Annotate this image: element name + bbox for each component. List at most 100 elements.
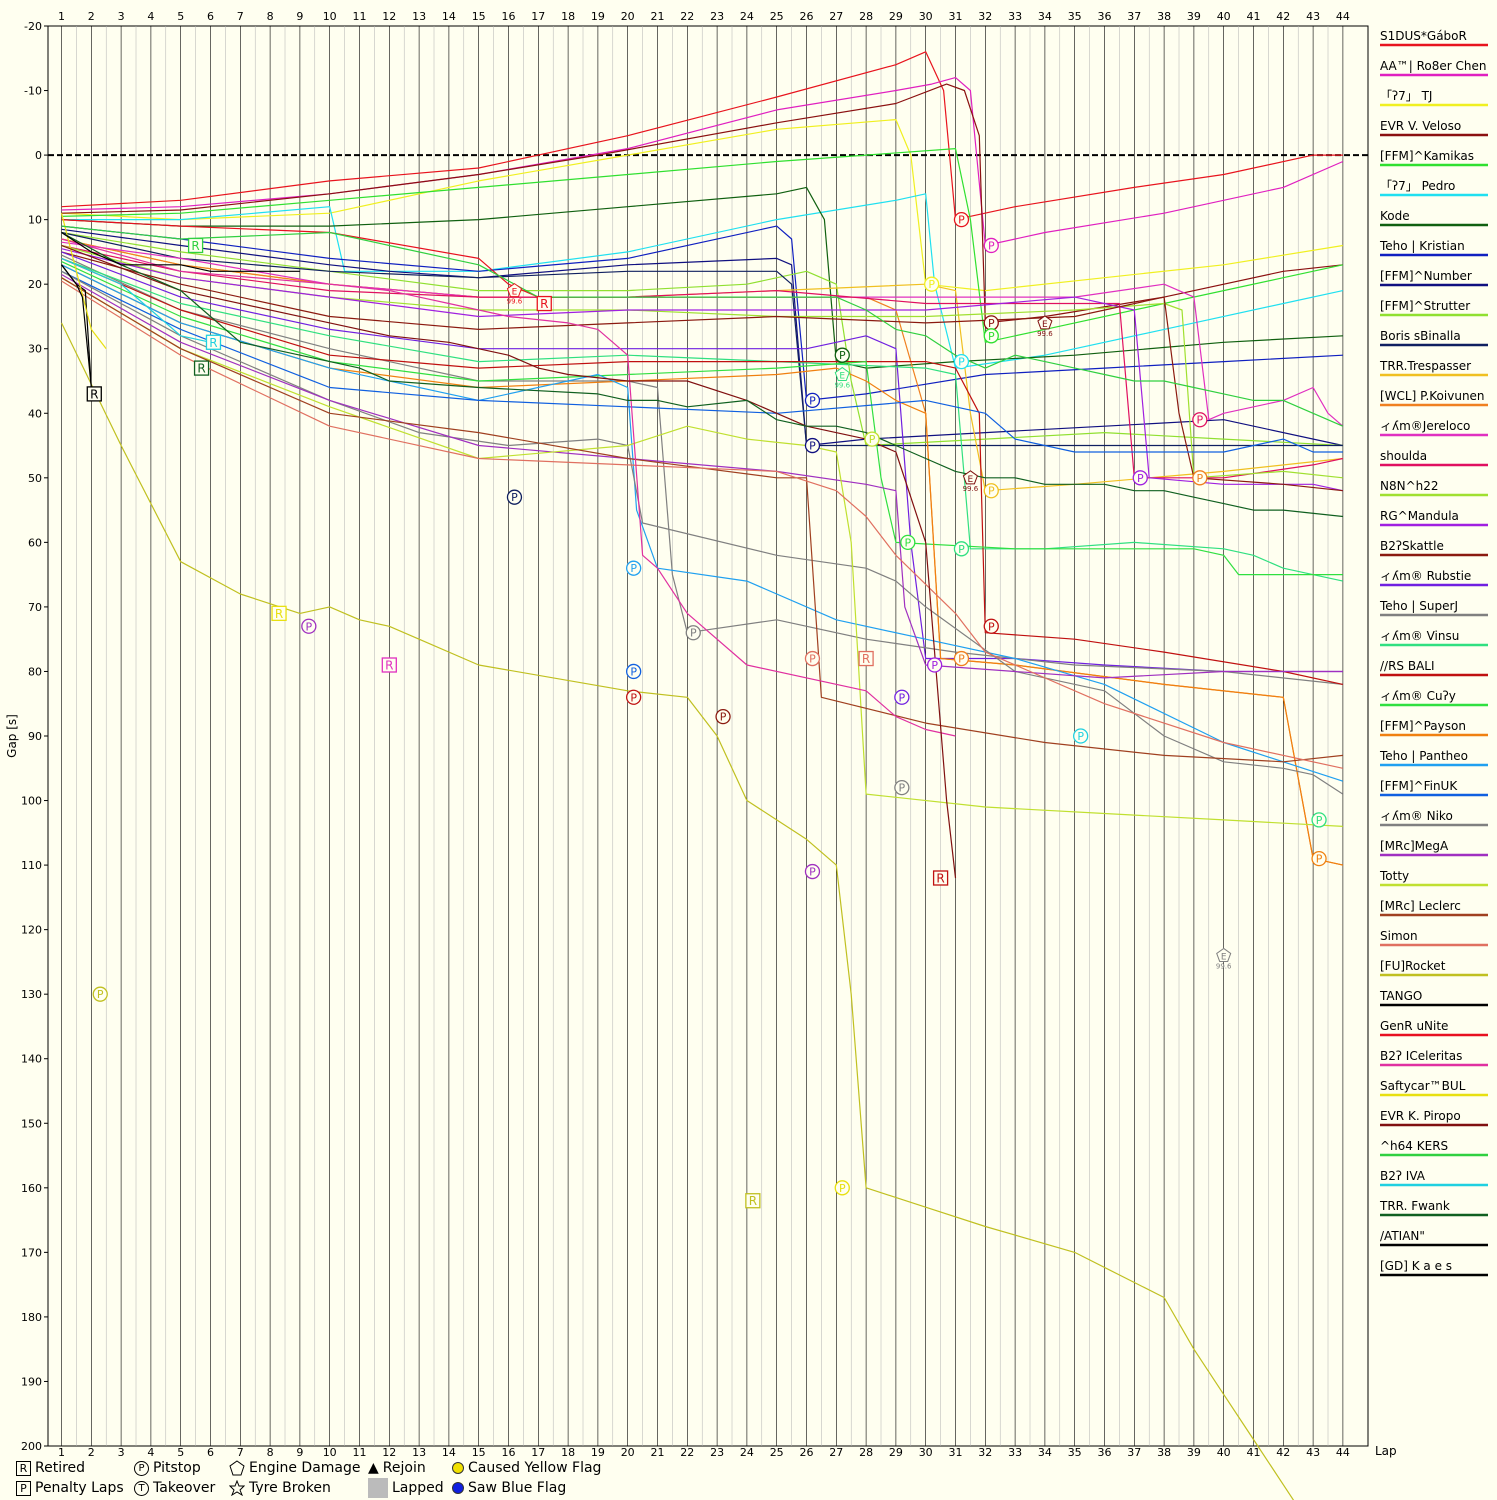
key-caused-yellow-flag-label: Caused Yellow Flag — [468, 1460, 602, 1476]
x-tick-label: 25 — [770, 10, 784, 23]
engine-damage-marker-label: E — [839, 372, 845, 382]
x-tick-label: 40 — [1217, 1446, 1231, 1459]
retired-marker-label: R — [749, 1194, 757, 1208]
engine-damage-marker-label: E — [968, 475, 974, 485]
x-tick-label: 2 — [88, 1446, 95, 1459]
legend-entry-label: [MRc] Leclerc — [1380, 899, 1461, 913]
x-tick-label: 38 — [1157, 1446, 1171, 1459]
x-tick-label: 30 — [919, 10, 933, 23]
series-line — [61, 148, 1344, 343]
y-tick-label: 20 — [28, 278, 42, 291]
pitstop-marker — [685, 625, 701, 641]
pitstop-marker-label: P — [988, 330, 995, 343]
engine-damage-marker-value: 99.6 — [834, 382, 850, 390]
retired-marker-label: R — [385, 659, 393, 673]
pitstop-marker-label: P — [1137, 472, 1144, 485]
x-tick-label: 23 — [710, 10, 724, 23]
key-rejoin: ▲ Rejoin — [368, 1460, 426, 1476]
y-tick-label: 80 — [28, 665, 42, 678]
series-line — [61, 248, 1344, 492]
pitstop-marker — [900, 534, 916, 551]
pitstop-marker — [715, 708, 731, 725]
pitstop-marker-label: P — [928, 278, 935, 291]
x-tick-label: 13 — [412, 1446, 426, 1459]
key-retired: R Retired — [16, 1460, 85, 1476]
series-line — [61, 264, 92, 388]
x-tick-label: 16 — [502, 1446, 516, 1459]
legend-entry-label: 「ʔ7」 TJ — [1380, 89, 1432, 103]
pitstop-marker — [1192, 412, 1208, 428]
series-line — [61, 51, 1343, 221]
pitstop-marker-label: P — [899, 691, 906, 704]
retired-marker-label: R — [936, 872, 944, 886]
series-line — [61, 241, 1344, 427]
legend-entry-label: /ATIAN" — [1380, 1229, 1425, 1243]
x-tick-label: 37 — [1127, 10, 1141, 23]
pitstop-marker-label: P — [931, 659, 938, 672]
retired-marker — [932, 870, 949, 886]
legend-entry-label: Teho | Pantheo — [1379, 749, 1468, 763]
engine-damage-icon — [229, 1460, 245, 1476]
x-tick-label: 4 — [147, 10, 154, 23]
retired-marker — [187, 237, 204, 254]
y-tick-label: 150 — [21, 1117, 42, 1130]
yellow-flag-icon — [452, 1462, 464, 1474]
series-lines — [60, 51, 1344, 1500]
y-tick-label: 190 — [21, 1375, 42, 1388]
engine-damage-marker — [834, 366, 850, 382]
legend-entry-label: Teho | Kristian — [1379, 239, 1465, 253]
pitstop-marker — [626, 560, 642, 576]
retired-marker — [381, 657, 397, 673]
x-tick-label: 10 — [323, 1446, 337, 1459]
pitstop-marker — [983, 328, 999, 344]
retired-marker-label: R — [275, 607, 283, 621]
series-line — [61, 186, 1343, 369]
retired-marker-label: R — [862, 652, 870, 666]
key-pitstop: P Pitstop — [134, 1460, 201, 1476]
key-penalty-laps-label: Penalty Laps — [35, 1480, 124, 1496]
y-tick-label: 100 — [21, 795, 42, 808]
pitstop-marker-label: P — [988, 239, 995, 252]
series-line — [61, 270, 1344, 795]
series-line — [61, 244, 1344, 479]
pitstop-marker — [804, 863, 821, 880]
x-tick-label: 17 — [531, 10, 545, 23]
key-retired-label: Retired — [35, 1460, 86, 1476]
pitstop-marker — [834, 347, 850, 363]
series-line — [61, 257, 211, 343]
x-tick-label: 33 — [1008, 10, 1022, 23]
retired-marker — [193, 360, 210, 376]
engine-damage-marker — [962, 470, 979, 485]
x-tick-labels-bottom: 1 2 3 4 5 6 7 8 9 10 11 12 13 14 15 16 17 18 19 20 21 22 23 24 2… — [58, 1446, 1350, 1459]
engine-damage-marker-label: E — [1221, 952, 1227, 962]
x-tick-label: 37 — [1127, 1446, 1141, 1459]
x-tick-label: 43 — [1306, 10, 1320, 23]
legend-entry-label: S1DUS*GáboR — [1380, 29, 1467, 43]
engine-damage-marker — [1037, 315, 1053, 330]
pitstop-marker-label: P — [1316, 814, 1323, 827]
legend-entry-label: EVR K. Piropo — [1380, 1109, 1461, 1123]
x-tick-label: 35 — [1068, 1446, 1082, 1459]
x-tick-label: 21 — [651, 1446, 665, 1459]
x-tick-labels-top: 1 2 3 4 5 6 7 8 9 10 11 12 13 14 15 16 17 18 19 20 21 22 23 24 2… — [58, 10, 1350, 23]
x-tick-label: 42 — [1276, 10, 1290, 23]
y-tick-label: -10 — [24, 85, 42, 98]
legend-entry-label: [WCL] P.Koivunen — [1380, 389, 1485, 403]
x-tick-label: 39 — [1187, 10, 1201, 23]
series-line — [61, 231, 1343, 447]
key-engine-damage-label: Engine Damage — [249, 1460, 361, 1476]
retired-marker-label: R — [191, 239, 199, 253]
y-tick-label: -20 — [24, 20, 42, 33]
x-tick-label: 41 — [1247, 1446, 1261, 1459]
x-tick-label: 8 — [267, 10, 274, 23]
tyre-broken-icon — [229, 1480, 245, 1496]
legend-entry-label: Kode — [1380, 209, 1410, 223]
pitstop-marker-label: P — [720, 711, 727, 724]
driver-legend: S1DUS*GáboR AA™| Ro8er Chen 「ʔ7」 TJ EVR V. … — [1379, 29, 1488, 1277]
pitstop-marker-label: P — [690, 627, 697, 640]
pitstop-marker-label: P — [306, 620, 313, 633]
pitstop-marker — [92, 986, 108, 1002]
legend-entry-label: [FFM]^Payson — [1380, 719, 1466, 733]
x-tick-label: 20 — [621, 1446, 635, 1459]
takeover-icon: T — [134, 1480, 149, 1496]
